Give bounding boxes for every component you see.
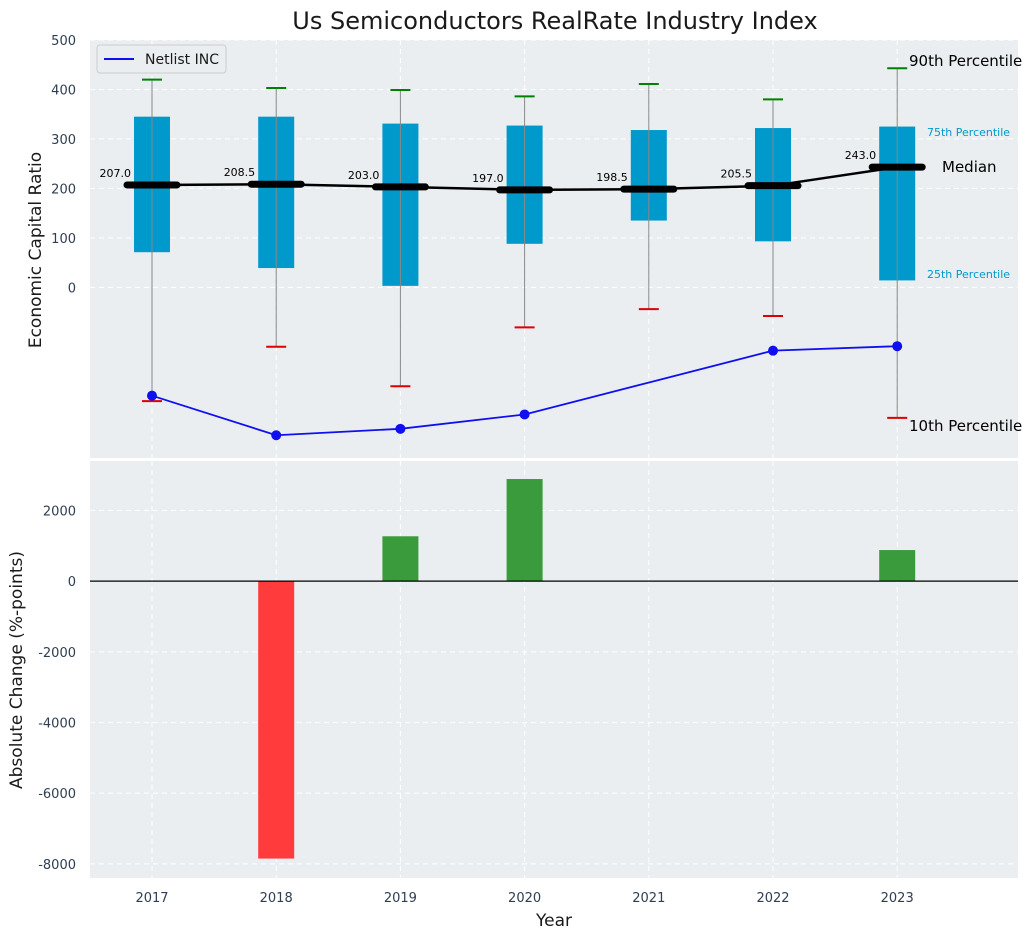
- netlist-inc-line: [151, 345, 898, 437]
- top-y-tick-label: 400: [51, 83, 76, 98]
- top-y-tick-label: 300: [51, 133, 76, 148]
- median-value-label-2020: 197.0: [472, 172, 504, 185]
- x-tick-label-2019: 2019: [384, 891, 417, 906]
- netlist-inc-point-2017: [147, 390, 157, 401]
- top-y-tick-label: 100: [51, 232, 76, 247]
- x-tick-label-2023: 2023: [881, 891, 914, 906]
- bottom-y-tick-label: -8000: [38, 858, 76, 873]
- top-y-tick-label: 200: [51, 182, 76, 197]
- top-box-plot: 0 100 200 300 400 500 207.0 208.5 203.0 197.0 198.…: [51, 34, 1022, 461]
- bottom-y-axis-title: Absolute Change (%-points): [7, 551, 27, 789]
- bottom-y-tick-label: -6000: [38, 787, 76, 802]
- chart-title: Us Semiconductors RealRate Industry Inde…: [292, 7, 817, 35]
- p90-annotation: 90th Percentile: [909, 52, 1022, 70]
- change-bar-2023: [879, 550, 916, 582]
- median-value-label-2022: 205.5: [721, 168, 753, 181]
- bottom-y-tick-label: -4000: [38, 717, 76, 732]
- change-bar-2020: [506, 479, 543, 582]
- top-y-axis-title: Economic Capital Ratio: [26, 152, 46, 348]
- median-value-label-2023: 243.0: [845, 149, 877, 162]
- median-value-label-2021: 198.5: [596, 171, 628, 184]
- bottom-plot-background: [90, 461, 1018, 878]
- netlist-inc-point-2019: [395, 423, 406, 434]
- p10-annotation: 10th Percentile: [909, 417, 1022, 435]
- top-y-tick-label: 500: [51, 34, 76, 49]
- x-tick-label-2017: 2017: [135, 891, 168, 906]
- legend-box: [96, 44, 227, 74]
- bottom-y-tick-label: 2000: [43, 504, 76, 519]
- median-value-label-2019: 203.0: [348, 169, 380, 182]
- change-bar-2019: [382, 536, 419, 582]
- x-tick-label-2021: 2021: [632, 891, 665, 906]
- median-annotation: Median: [942, 158, 997, 176]
- x-tick-label-2018: 2018: [260, 891, 293, 906]
- x-tick-label-2020: 2020: [508, 891, 541, 906]
- top-plot-background: [90, 40, 1018, 458]
- top-y-tick-label: 0: [68, 281, 76, 296]
- legend: Netlist INC: [96, 44, 227, 74]
- p25-annotation: 25th Percentile: [927, 268, 1010, 281]
- change-bar-2018: [258, 581, 295, 859]
- legend-label-netlist-inc: Netlist INC: [145, 52, 219, 68]
- bottom-bar-plot: -8000 -6000 -4000 -2000 0 2000 2017 2018 2019 202…: [38, 461, 1018, 906]
- x-tick-label-2022: 2022: [756, 891, 789, 906]
- median-value-label-2017: 207.0: [100, 167, 132, 180]
- netlist-inc-point-2020: [519, 409, 530, 420]
- netlist-inc-point-2023: [892, 341, 903, 352]
- bottom-y-tick-label: -2000: [38, 646, 76, 661]
- p75-annotation: 75th Percentile: [927, 126, 1010, 139]
- netlist-inc-point-2018: [271, 430, 282, 441]
- netlist-inc-point-2022: [768, 345, 778, 356]
- bottom-y-tick-label: 0: [68, 575, 76, 590]
- median-value-label-2018: 208.5: [224, 166, 256, 179]
- x-axis-title: Year: [535, 911, 572, 931]
